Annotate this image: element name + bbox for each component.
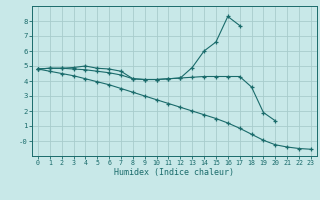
X-axis label: Humidex (Indice chaleur): Humidex (Indice chaleur) [115, 168, 234, 177]
